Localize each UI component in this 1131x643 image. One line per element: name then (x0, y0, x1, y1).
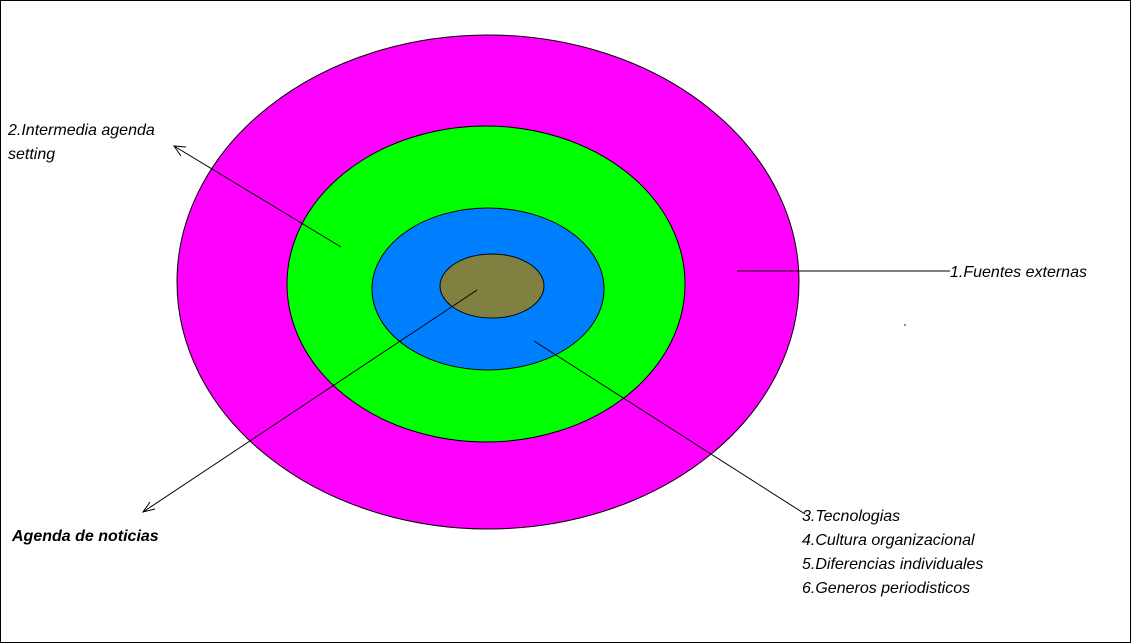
label: 3.Tecnologias (802, 508, 900, 525)
arrows (141, 145, 950, 515)
label: 1.Fuentes externas (950, 264, 1087, 281)
label: Agenda de noticias (11, 528, 159, 545)
label: 4.Cultura organizacional (802, 532, 975, 549)
label: 2.Intermedia agenda (7, 122, 155, 139)
label: setting (8, 146, 55, 163)
dot (904, 324, 906, 326)
label: 5.Diferencias individuales (802, 556, 983, 573)
label: 6.Generos periodisticos (802, 580, 970, 597)
ring-core (439, 253, 545, 319)
